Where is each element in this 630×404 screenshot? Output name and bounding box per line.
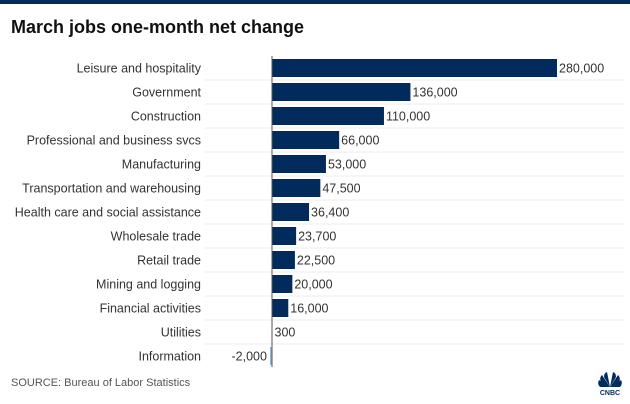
category-label: Financial activities bbox=[100, 302, 201, 316]
category-label: Wholesale trade bbox=[111, 230, 201, 244]
data-label: 300 bbox=[275, 326, 296, 340]
category-label: Information bbox=[138, 350, 201, 364]
bar bbox=[272, 107, 384, 125]
bar bbox=[269, 347, 272, 365]
category-label: Health care and social assistance bbox=[15, 206, 201, 220]
bar bbox=[272, 131, 340, 149]
data-label: 20,000 bbox=[294, 278, 332, 292]
data-label: 36,400 bbox=[311, 206, 349, 220]
data-label: 280,000 bbox=[559, 62, 604, 76]
category-label: Professional and business svcs bbox=[27, 134, 201, 148]
svg-text:CNBC: CNBC bbox=[600, 390, 620, 397]
bar bbox=[272, 203, 310, 221]
data-label: 110,000 bbox=[386, 110, 430, 124]
data-label: 16,000 bbox=[290, 302, 328, 316]
bar bbox=[272, 83, 411, 101]
bar bbox=[272, 179, 321, 197]
cnbc-logo: CNBC bbox=[598, 372, 622, 397]
bar bbox=[272, 155, 326, 173]
data-label: 23,700 bbox=[298, 230, 336, 244]
bar bbox=[272, 275, 293, 293]
category-label: Construction bbox=[131, 110, 201, 124]
category-label: Leisure and hospitality bbox=[77, 62, 202, 76]
data-label: 66,000 bbox=[341, 134, 379, 148]
data-label: 53,000 bbox=[328, 158, 366, 172]
data-label: 136,000 bbox=[412, 86, 457, 100]
category-label: Manufacturing bbox=[122, 158, 201, 172]
bar bbox=[272, 227, 297, 245]
category-label: Mining and logging bbox=[96, 278, 201, 292]
category-label: Government bbox=[132, 86, 201, 100]
bar bbox=[272, 251, 295, 269]
data-label: 47,500 bbox=[322, 182, 360, 196]
top-bar bbox=[0, 0, 630, 4]
bar bbox=[272, 299, 289, 317]
category-label: Retail trade bbox=[137, 254, 201, 268]
data-label: -2,000 bbox=[232, 350, 267, 364]
source-note: SOURCE: Bureau of Labor Statistics bbox=[11, 377, 191, 389]
bar-chart: Leisure and hospitality 280,000 Government… bbox=[15, 56, 625, 367]
bar bbox=[272, 59, 557, 77]
category-label: Transportation and warehousing bbox=[22, 182, 201, 196]
data-label: 22,500 bbox=[297, 254, 335, 268]
chart-title: March jobs one-month net change bbox=[11, 17, 305, 37]
category-label: Utilities bbox=[161, 326, 201, 340]
